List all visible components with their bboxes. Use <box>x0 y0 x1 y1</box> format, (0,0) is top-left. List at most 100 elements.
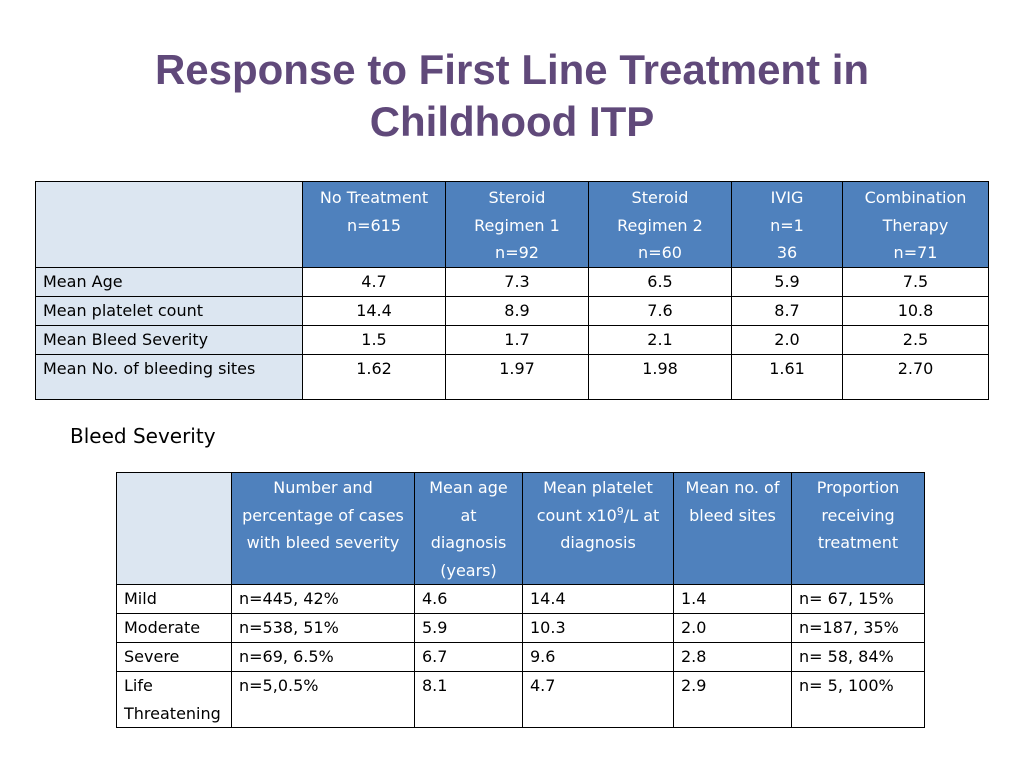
table-cell: 14.4 <box>522 584 674 614</box>
header-line: No Treatment <box>319 188 429 207</box>
bleed-severity-heading: Bleed Severity <box>70 424 216 448</box>
header-mean-bleed-sites: Mean no. of bleed sites <box>673 472 792 585</box>
table-cell: n=445, 42% <box>231 584 415 614</box>
table-cell: 7.5 <box>842 266 989 297</box>
table-cell: 4.7 <box>522 671 674 728</box>
table-cell: 7.6 <box>588 295 732 326</box>
table-cell: 10.8 <box>842 295 989 326</box>
header-mean-platelet: Mean platelet count x109/L at diagnosis <box>522 472 674 585</box>
header-line: Regimen 1 <box>474 215 560 235</box>
slide-title-line-1: Response to First Line Treatment in <box>154 46 870 93</box>
treatment-response-table: No Treatment n=615 Steroid Regimen 1 n=9… <box>35 181 989 400</box>
header-combination-therapy: Combination Therapy n=71 <box>842 181 989 268</box>
row-label-line: Threatening <box>124 703 221 723</box>
header-line: receiving <box>821 505 895 525</box>
table-cell: 8.7 <box>731 295 843 326</box>
table-cell: 10.3 <box>522 613 674 643</box>
header-line: Steroid <box>488 188 546 207</box>
table-row: Mean No. of bleeding sites 1.62 1.97 1.9… <box>35 353 989 400</box>
header-line: count x109/L at <box>523 502 673 530</box>
header-steroid-regimen-1: Steroid Regimen 1 n=92 <box>445 181 589 268</box>
header-cases-percentage: Number and percentage of cases with blee… <box>231 472 415 585</box>
table-row: Life Threatening n=5,0.5% 8.1 4.7 2.9 n=… <box>116 671 925 728</box>
header-line: n=60 <box>638 243 682 262</box>
table-cell: 2.0 <box>731 324 843 355</box>
table-cell: 4.7 <box>302 266 446 297</box>
table-cell: 1.5 <box>302 324 446 355</box>
header-line: Mean platelet <box>543 478 653 497</box>
table-cell: 6.7 <box>414 642 523 672</box>
table-cell: n= 58, 84% <box>791 642 925 672</box>
header-no-treatment: No Treatment n=615 <box>302 181 446 268</box>
header-line: IVIG <box>770 188 804 207</box>
header-line: Combination <box>864 188 967 207</box>
bleed-severity-table: Number and percentage of cases with blee… <box>116 472 925 728</box>
table-cell: 2.1 <box>588 324 732 355</box>
header-line: Mean age <box>429 478 508 497</box>
table-cell: 6.5 <box>588 266 732 297</box>
table-row: Severe n=69, 6.5% 6.7 9.6 2.8 n= 58, 84% <box>116 642 925 672</box>
row-label: Mean platelet count <box>35 295 303 326</box>
header-ivig: IVIG n=1 36 <box>731 181 843 268</box>
header-line: Regimen 2 <box>617 215 703 235</box>
table-cell: 1.4 <box>673 584 792 614</box>
table-cell: 7.3 <box>445 266 589 297</box>
header-line: Therapy <box>882 215 949 235</box>
table-row: Mean Bleed Severity 1.5 1.7 2.1 2.0 2.5 <box>35 324 989 355</box>
header-line: Number and <box>273 478 373 497</box>
header-line: Proportion <box>816 478 900 497</box>
header-line: bleed sites <box>689 505 776 525</box>
table-row: Moderate n=538, 51% 5.9 10.3 2.0 n=187, … <box>116 613 925 643</box>
table-cell: 1.62 <box>302 353 446 400</box>
table-header-row: Number and percentage of cases with blee… <box>116 472 925 585</box>
table-cell: n= 5, 100% <box>791 671 925 728</box>
table-cell: 5.9 <box>731 266 843 297</box>
header-line: Mean no. of <box>685 478 780 497</box>
row-label: Moderate <box>116 613 232 643</box>
table-cell: 1.61 <box>731 353 843 400</box>
table-cell: n=69, 6.5% <box>231 642 415 672</box>
header-line: n=92 <box>495 243 539 262</box>
table-cell: 1.98 <box>588 353 732 400</box>
header-line: diagnosis <box>430 533 507 552</box>
header-line: treatment <box>817 533 899 552</box>
row-label-line: Life <box>124 676 153 695</box>
header-line: n=1 <box>770 215 804 235</box>
header-line: with bleed severity <box>246 533 400 552</box>
table-cell: 2.0 <box>673 613 792 643</box>
table-cell: n=187, 35% <box>791 613 925 643</box>
table-cell: 5.9 <box>414 613 523 643</box>
table-row: Mean Age 4.7 7.3 6.5 5.9 7.5 <box>35 266 989 297</box>
header-line: diagnosis <box>560 533 636 552</box>
table-cell: 9.6 <box>522 642 674 672</box>
row-label: Mean Age <box>35 266 303 297</box>
row-label: Mean No. of bleeding sites <box>35 353 303 400</box>
header-line: 36 <box>776 243 798 262</box>
header-line: percentage of cases <box>242 505 404 525</box>
row-label: Mean Bleed Severity <box>35 324 303 355</box>
table-cell: 14.4 <box>302 295 446 326</box>
header-steroid-regimen-2: Steroid Regimen 2 n=60 <box>588 181 732 268</box>
header-line: n=71 <box>893 243 938 262</box>
table-cell: n=538, 51% <box>231 613 415 643</box>
table-cell: 8.9 <box>445 295 589 326</box>
table-cell: 2.8 <box>673 642 792 672</box>
table-cell: 2.9 <box>673 671 792 728</box>
table-cell: 1.7 <box>445 324 589 355</box>
slide-title: Response to First Line Treatment in Chil… <box>0 44 1024 148</box>
header-proportion-treatment: Proportion receiving treatment <box>791 472 925 585</box>
header-line: (years) <box>440 560 497 580</box>
header-corner-cell <box>116 472 232 585</box>
header-text: count x10 <box>536 505 617 525</box>
row-label: Severe <box>116 642 232 672</box>
header-line: n=615 <box>346 215 402 235</box>
table-cell: n= 67, 15% <box>791 584 925 614</box>
table-header-row: No Treatment n=615 Steroid Regimen 1 n=9… <box>35 181 989 268</box>
header-line: Steroid <box>631 188 689 207</box>
table-row: Mild n=445, 42% 4.6 14.4 1.4 n= 67, 15% <box>116 584 925 614</box>
superscript: 9 <box>616 504 624 518</box>
slide-title-line-2: Childhood ITP <box>369 98 655 145</box>
table-cell: 2.5 <box>842 324 989 355</box>
header-line: at <box>460 505 477 525</box>
header-mean-age: Mean age at diagnosis (years) <box>414 472 523 585</box>
